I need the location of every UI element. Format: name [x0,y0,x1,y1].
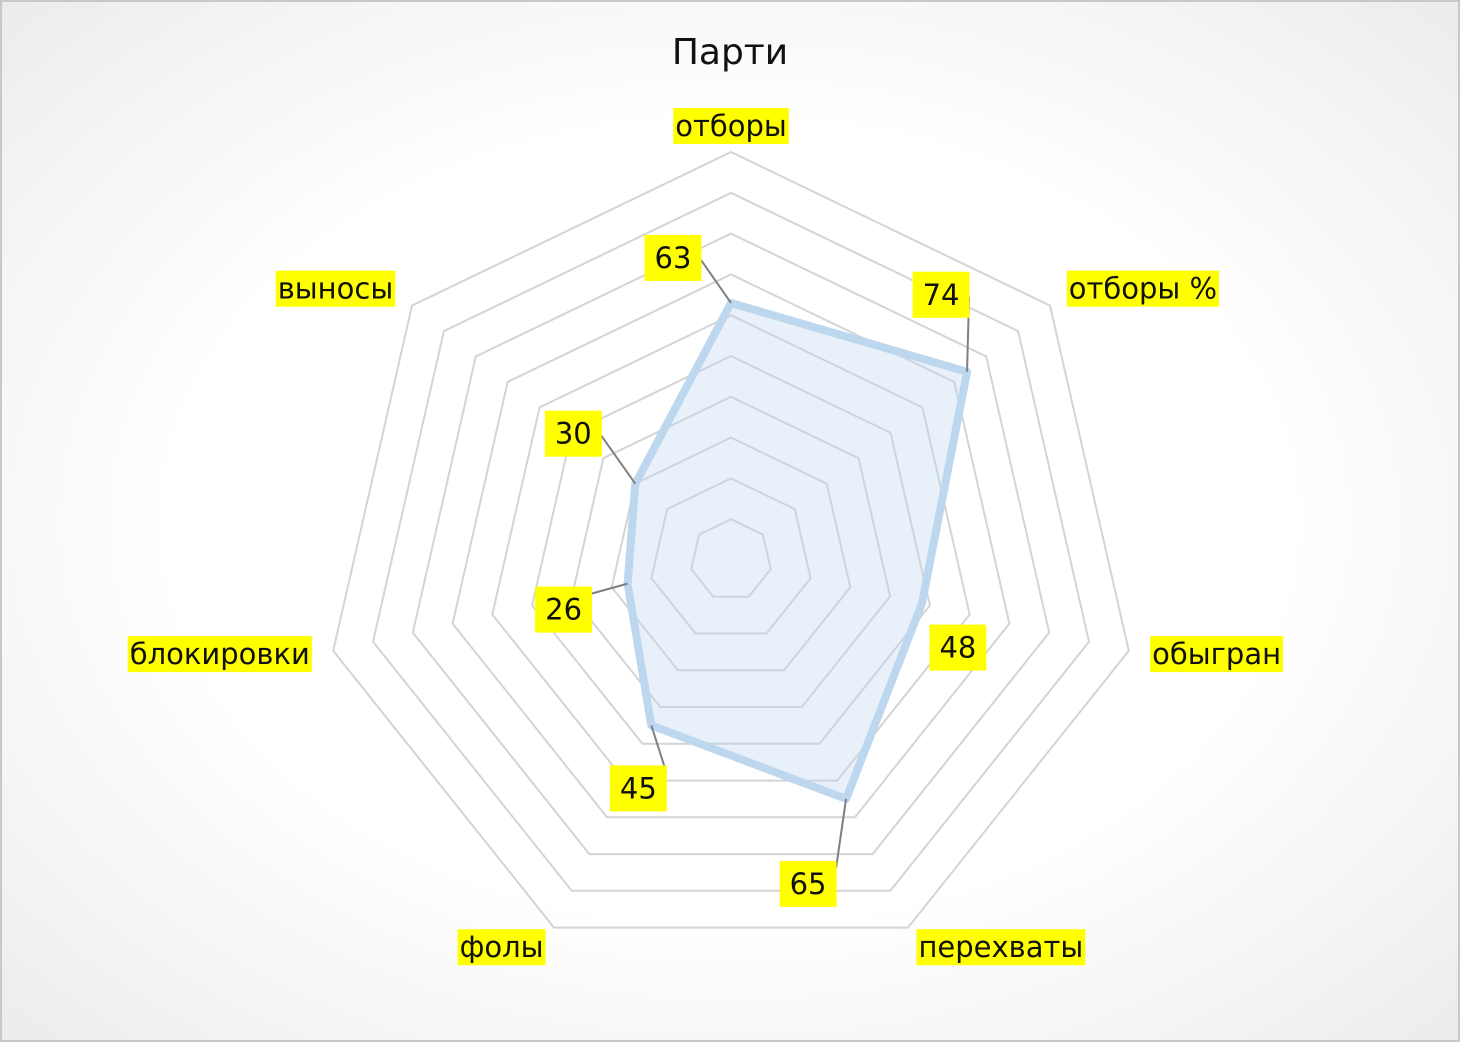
leader-line [835,798,848,869]
data-label-box [929,624,987,671]
data-label-box [644,234,702,281]
category-label: отборы % [1069,272,1217,306]
data-label-box [779,860,837,907]
label-highlight [1066,270,1220,307]
label-highlight [916,929,1086,966]
data-label: 63 [655,241,692,275]
grid-ring [531,354,931,745]
grid-ring [371,191,1091,892]
data-label-box [544,410,602,457]
grid-ring [690,518,772,598]
data-label: 26 [545,593,582,627]
leader-line [591,582,628,595]
leader-line [600,435,637,485]
leader-line [650,725,668,773]
labels: отборы отборы % обыгран перехваты фолы блокир… [127,108,1284,966]
label-highlight [1150,636,1284,673]
category-label: перехваты [918,930,1083,964]
data-label: 48 [939,631,976,665]
leader-line [700,259,732,304]
data-label: 30 [555,417,592,451]
data-label: 45 [620,771,657,805]
category-label: отборы [675,109,787,143]
grid-ring [491,314,971,782]
grid-ring [570,395,892,708]
data-label: 65 [790,867,827,901]
grid-ring [411,232,1051,856]
category-label: обыгран [1152,637,1281,671]
category-label: фолы [460,930,544,964]
category-label: блокировки [130,637,310,671]
data-label-box [609,765,667,812]
chart-title: Парти [672,32,788,73]
data-label: 74 [923,278,960,312]
label-highlight [673,108,789,144]
grid-ring [451,273,1011,819]
category-label: выносы [278,272,394,306]
label-highlight [457,929,546,966]
series-area [623,299,972,803]
data-label-box [535,586,593,633]
label-highlight [275,270,396,307]
plot [623,299,972,803]
label-highlight [127,636,312,673]
grid-ring [332,150,1130,929]
grid [332,150,1130,929]
grid-ring [650,477,812,635]
data-label-box [912,271,970,318]
